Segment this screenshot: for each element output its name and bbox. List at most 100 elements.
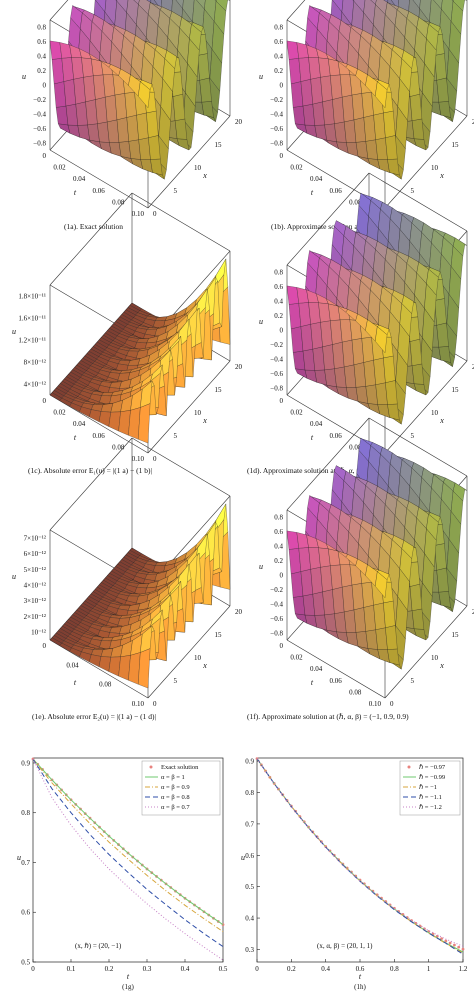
line-1g-svg: 0 0.1 0.2 0.3 0.4 0.5 t 0.5 0.6 0.7 0.8 0.9 u Exact s… xyxy=(17,757,228,991)
x-axis-label: x xyxy=(439,661,444,670)
t-tick-label: 0.10 xyxy=(132,700,145,708)
surface-plot-1a: 0.8 0.6 0.4 0.2 0 −0.2 −0.4 −0.6 −0.8 u 0 0.02 0.04 0… xyxy=(0,0,243,231)
z-tick-label: 0.4 xyxy=(274,543,283,551)
series-0-marker xyxy=(457,945,461,949)
legend-label: α = β = 0.9 xyxy=(161,784,190,791)
z-tick-label: 0.2 xyxy=(274,557,283,565)
surface-cell xyxy=(174,118,188,140)
z-tick-label: 0.6 xyxy=(274,38,283,46)
z-axis-label: u xyxy=(12,327,16,336)
t-tick-label: 0.08 xyxy=(112,443,125,451)
z-tick-label: 0 xyxy=(43,82,47,90)
surface-mesh xyxy=(286,192,468,425)
surface-cell xyxy=(385,625,398,650)
x-tick-label: 15 xyxy=(452,386,460,394)
x-tick-label: 15 xyxy=(215,386,223,394)
t-tick-label: 0.08 xyxy=(112,198,125,206)
surface-1f-svg: 0.8 0.6 0.4 0.2 0 −0.2 −0.4 −0.6 −0.8 u 0 0.02 0.04 0… xyxy=(259,417,474,708)
x-tick-label: 10 xyxy=(194,164,202,172)
t-tick-label: 0.10 xyxy=(132,455,145,463)
box-edge xyxy=(384,115,468,209)
z-tick-label: 0 xyxy=(280,82,284,90)
surface-cell xyxy=(411,608,425,630)
t-tick-label: 0 xyxy=(280,397,284,405)
z-tick-label: 0.8 xyxy=(37,24,46,32)
surface-cell xyxy=(199,77,212,103)
z-tick-label: 1.8×10⁻¹¹ xyxy=(18,293,46,301)
line-plot-1g: 0 0.1 0.2 0.3 0.4 0.5 t 0.5 0.6 0.7 0.8 0.9 u Exact s… xyxy=(17,752,228,991)
x-tick-label: 20 xyxy=(235,363,243,371)
z-tick-label: −0.8 xyxy=(33,139,46,147)
x-tick-label: 0.5 xyxy=(219,965,228,973)
t-axis-label: t xyxy=(74,678,77,687)
box-edge xyxy=(131,437,231,497)
x-tick-label: 0.3 xyxy=(143,965,152,973)
x-tick-label: 0 xyxy=(31,965,35,973)
z-tick-label: −0.4 xyxy=(270,355,283,363)
z-tick-label: 3×10⁻¹² xyxy=(24,597,46,605)
x-tick-label: 15 xyxy=(215,141,223,149)
z-axis-label: u xyxy=(259,317,263,326)
x-tick-label: 5 xyxy=(411,677,415,685)
surface-plot-1c: 1.8×10⁻¹¹ 1.6×10⁻¹¹ 1.2×10⁻¹¹ 8×10⁻¹² 4×10⁻¹… xyxy=(0,192,243,475)
series-0-marker xyxy=(448,941,452,945)
legend-marker xyxy=(407,765,411,769)
surface-1e-svg: 7×10⁻¹² 6×10⁻¹² 5×10⁻¹² 4×10⁻¹² 3×10⁻¹² 2×10⁻… xyxy=(12,437,243,708)
plot-caption: (1g) xyxy=(122,983,134,991)
surface-mesh xyxy=(49,258,231,444)
t-tick-label: 0.02 xyxy=(53,164,66,172)
x-axis-label: x xyxy=(202,171,207,180)
z-axis-label: u xyxy=(22,72,26,81)
t-tick-label: 0.04 xyxy=(310,665,323,673)
surface-cell xyxy=(138,403,151,444)
legend-box xyxy=(399,760,461,816)
z-axis-label: u xyxy=(259,562,263,571)
surface-cell xyxy=(413,138,427,151)
z-tick-label: −0.2 xyxy=(270,96,283,104)
z-tick-label: 1.2×10⁻¹¹ xyxy=(18,337,46,345)
z-tick-label: −0.6 xyxy=(270,370,283,378)
t-tick-label: 0 xyxy=(280,152,284,160)
x-tick-label: 1 xyxy=(427,965,431,973)
z-tick-label: 0.8 xyxy=(274,514,283,522)
line-plot-1h: 0 0.2 0.4 0.6 0.8 1 1.2 t 0.3 0.4 0.5 0.6 0.7 0.8 0.9 u… xyxy=(240,752,468,991)
t-axis-label: t xyxy=(311,678,314,687)
box-edge xyxy=(49,394,149,454)
surface-cell xyxy=(411,118,425,140)
z-tick-label: 0.2 xyxy=(37,67,46,75)
box-edge xyxy=(49,639,149,699)
surface-1a-svg: 0.8 0.6 0.4 0.2 0 −0.2 −0.4 −0.6 −0.8 u 0 0.02 0.04 0… xyxy=(22,0,243,218)
t-tick-label: 0.02 xyxy=(290,164,303,172)
caption-1d: (1d). Approximate solution at (ℏ, α, β) … xyxy=(247,466,412,475)
surface-cell xyxy=(409,583,423,611)
surface-1d-svg: 0.8 0.6 0.4 0.2 0 −0.2 −0.4 −0.6 −0.8 u 0 0.02 0.04 0… xyxy=(259,172,474,463)
box-edge xyxy=(384,605,468,699)
x-tick-label: 0 xyxy=(153,455,157,463)
legend-box xyxy=(141,760,221,816)
z-tick-label: 1.6×10⁻¹¹ xyxy=(18,315,46,323)
surface-cell xyxy=(375,326,388,354)
t-tick-label: 0.04 xyxy=(310,420,323,428)
z-tick-label: −0.2 xyxy=(33,96,46,104)
surface-cell xyxy=(138,81,151,109)
box-edge xyxy=(368,417,468,477)
legend-label: α = β = 1 xyxy=(161,774,185,781)
t-tick-label: 0.04 xyxy=(73,175,86,183)
t-tick-label: 0 xyxy=(43,397,47,405)
legend-label: ℏ = −0.99 xyxy=(419,773,445,781)
x-tick-label: 0.2 xyxy=(287,965,296,973)
y-tick-label: 0.7 xyxy=(21,859,30,867)
x-tick-label: 10 xyxy=(431,409,439,417)
t-tick-label: 0.02 xyxy=(53,409,66,417)
x-tick-label: 0.2 xyxy=(105,965,114,973)
box-edge xyxy=(286,639,386,699)
z-tick-label: 0 xyxy=(280,572,284,580)
z-tick-label: −0.6 xyxy=(270,125,283,133)
legend-label: ℏ = −1 xyxy=(419,783,437,791)
surface-cell xyxy=(148,135,161,160)
y-tick-label: 0.7 xyxy=(245,820,254,828)
z-tick-label: 8×10⁻¹² xyxy=(24,359,46,367)
surface-cell xyxy=(413,383,427,396)
box-edge xyxy=(147,115,231,209)
y-tick-label: 0.5 xyxy=(245,883,254,891)
